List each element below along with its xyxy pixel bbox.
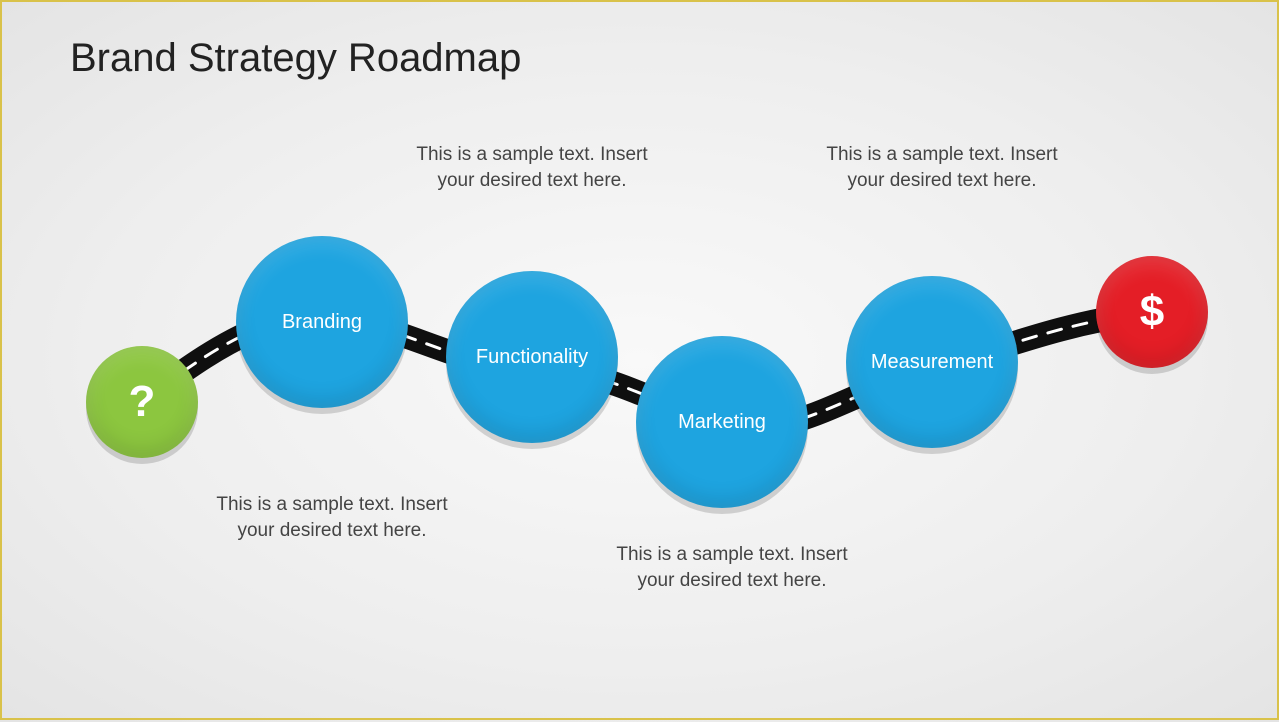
node-start: ? xyxy=(86,346,198,458)
desc-measurement: This is a sample text. Insert your desir… xyxy=(812,142,1072,193)
node-start-label: ? xyxy=(129,377,156,427)
node-branding-label: Branding xyxy=(282,311,362,334)
node-end-label: $ xyxy=(1140,287,1164,337)
node-functionality-label: Functionality xyxy=(476,346,588,369)
node-functionality: Functionality xyxy=(446,271,618,443)
node-measurement: Measurement xyxy=(846,276,1018,448)
node-end: $ xyxy=(1096,256,1208,368)
desc-marketing: This is a sample text. Insert your desir… xyxy=(602,542,862,593)
road-path xyxy=(2,2,1279,722)
desc-branding: This is a sample text. Insert your desir… xyxy=(202,492,462,543)
roadmap-stage: ? Branding Functionality Marketing Measureme… xyxy=(2,2,1277,718)
node-branding: Branding xyxy=(236,236,408,408)
node-marketing: Marketing xyxy=(636,336,808,508)
node-measurement-label: Measurement xyxy=(871,351,993,374)
desc-functionality: This is a sample text. Insert your desir… xyxy=(402,142,662,193)
node-marketing-label: Marketing xyxy=(678,411,766,434)
